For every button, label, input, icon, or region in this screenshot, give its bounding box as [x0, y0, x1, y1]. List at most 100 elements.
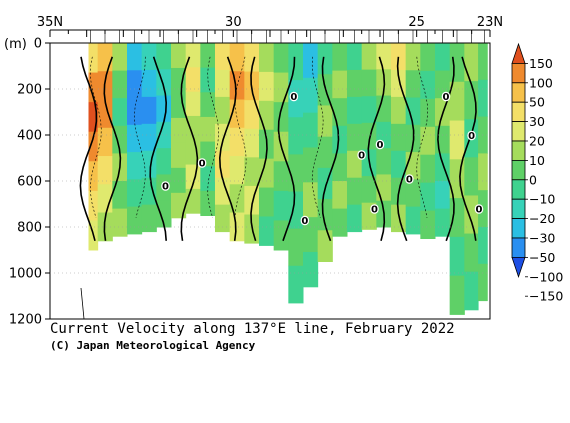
colorbar-label: 20 — [529, 134, 545, 149]
velocity-cell — [376, 95, 392, 123]
velocity-cell — [88, 43, 99, 74]
velocity-cell — [464, 119, 479, 158]
depth-tick-label: 200 — [17, 83, 42, 98]
velocity-cell — [405, 179, 421, 208]
colorbar-bottom-triangle — [511, 256, 526, 279]
velocity-cell — [259, 187, 275, 217]
colorbar-label: 10 — [529, 153, 545, 168]
velocity-cell — [156, 121, 172, 149]
colorbar-label: −20 — [529, 211, 555, 226]
data-column — [303, 43, 319, 288]
velocity-cell — [361, 69, 377, 97]
data-column — [127, 43, 143, 235]
velocity-cell — [88, 161, 99, 192]
minor-contour — [311, 56, 324, 218]
velocity-cell — [112, 181, 128, 210]
velocity-cell — [391, 43, 407, 71]
velocity-cell — [332, 208, 348, 237]
reference-line — [80, 287, 85, 320]
velocity-cell — [435, 43, 451, 72]
velocity-cell — [156, 43, 172, 70]
data-column — [288, 43, 304, 304]
velocity-cell — [215, 69, 231, 98]
colorbar-label: −100 — [529, 269, 563, 284]
velocity-cell — [244, 100, 260, 130]
velocity-cell — [376, 121, 392, 149]
contour-zero-label: 0 — [468, 131, 475, 142]
data-column — [420, 43, 436, 239]
data-column — [332, 43, 348, 237]
depth-tick-label: 800 — [17, 221, 42, 236]
velocity-cell — [449, 43, 465, 83]
zero-contour — [103, 56, 122, 241]
velocity-cell — [405, 206, 421, 235]
velocity-cell — [317, 136, 333, 169]
velocity-cell — [288, 117, 304, 155]
velocity-cell — [229, 184, 245, 214]
velocity-cell — [376, 43, 392, 70]
velocity-cell — [332, 70, 348, 99]
velocity-cell — [259, 43, 275, 73]
velocity-cell — [435, 208, 451, 237]
velocity-cell — [303, 77, 319, 114]
velocity-cell — [361, 176, 377, 204]
zero-contour — [180, 56, 199, 241]
velocity-cell — [376, 148, 392, 175]
velocity-cell — [185, 43, 201, 68]
contour-zero-label: 0 — [162, 182, 169, 193]
velocity-cell — [420, 210, 436, 239]
minor-contour — [89, 56, 102, 218]
colorbar-label: 150 — [529, 56, 553, 71]
colorbar-swatch — [511, 101, 526, 122]
velocity-cell — [332, 43, 348, 72]
depth-unit-label: (m) — [4, 37, 27, 52]
velocity-cell — [420, 98, 436, 128]
velocity-cell — [97, 127, 113, 157]
plot-area — [88, 43, 488, 315]
data-column — [171, 43, 187, 219]
velocity-cell — [200, 116, 216, 143]
velocity-cell — [185, 67, 201, 93]
velocity-cell — [420, 126, 436, 156]
velocity-cell — [449, 120, 465, 160]
velocity-cell — [391, 150, 407, 179]
velocity-cell — [215, 43, 231, 71]
velocity-cell — [361, 122, 377, 150]
depth-tick-label: 600 — [17, 175, 42, 190]
velocity-cell — [332, 98, 348, 127]
colorbar-swatch — [511, 198, 526, 219]
velocity-cell — [347, 123, 363, 152]
colorbar-label: 50 — [529, 95, 545, 110]
velocity-cell — [420, 70, 436, 100]
velocity-cell — [464, 195, 479, 235]
data-column — [215, 43, 231, 233]
velocity-cell — [112, 208, 128, 237]
colorbar-swatch — [511, 82, 526, 103]
chart-title: Current Velocity along 137°E line, Febru… — [50, 321, 455, 337]
velocity-cell — [215, 150, 231, 179]
velocity-cell — [127, 206, 143, 235]
velocity-cell — [171, 192, 187, 219]
colorbar-label: −30 — [529, 231, 555, 246]
velocity-cell — [420, 182, 436, 212]
colorbar-label: 30 — [529, 114, 545, 129]
colorbar-label: −150 — [529, 289, 563, 304]
zero-contour — [79, 56, 98, 242]
velocity-cell — [259, 216, 275, 246]
depth-tick-label: 1000 — [9, 267, 42, 282]
contour-zero-label: 0 — [301, 216, 308, 227]
data-column — [112, 43, 128, 237]
colorbar-label: −10 — [529, 192, 555, 207]
velocity-cell — [376, 174, 392, 202]
velocity-cell — [317, 230, 333, 262]
velocity-cell — [112, 70, 128, 99]
contour-zero-label: 0 — [406, 175, 413, 186]
velocity-cell — [200, 92, 216, 118]
velocity-cell — [347, 204, 363, 233]
colorbar-swatch — [511, 237, 526, 258]
velocity-cell — [303, 147, 319, 183]
velocity-cell — [288, 43, 304, 81]
velocity-cell — [259, 100, 275, 131]
velocity-cell — [288, 228, 304, 267]
contour-labels: 0 0 0 0 0 0 0 0 0 0 0 — [161, 91, 484, 229]
